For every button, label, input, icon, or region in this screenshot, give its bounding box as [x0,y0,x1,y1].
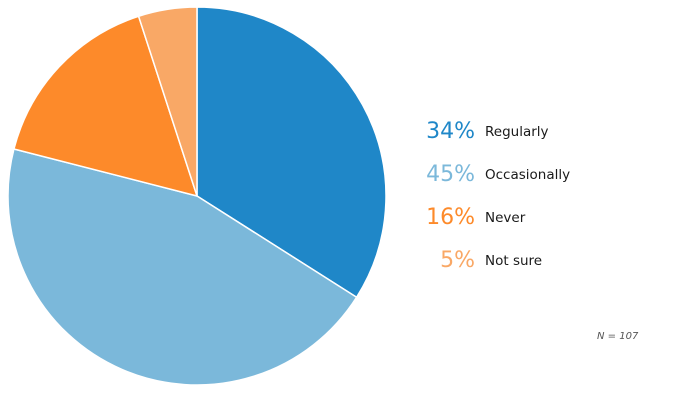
legend-value-not-sure: 5% [440,248,475,273]
legend-value-never: 16% [426,205,475,230]
pie-slice-not-sure [137,6,198,197]
legend-label-occasionally: Occasionally [485,167,571,183]
legend-item-regularly: 34% Regularly [405,112,645,155]
pie-slice-occasionally [7,148,358,386]
legend: 34% Regularly 45% Occasionally 16% Never… [405,112,645,284]
legend-item-occasionally: 45% Occasionally [405,155,645,198]
legend-label-not-sure: Not sure [485,253,543,269]
legend-label-never: Never [485,210,526,226]
legend-value-occasionally: 45% [426,162,475,187]
legend-item-never: 16% Never [405,198,645,241]
legend-label-regularly: Regularly [485,124,549,140]
legend-item-not-sure: 5% Not sure [405,241,645,284]
legend-value-regularly: 34% [426,119,475,144]
pie-slice-regularly [196,6,387,299]
pie-slice-never [13,15,198,197]
sample-size-note: N = 107 [597,331,639,342]
pie-chart [7,6,387,386]
